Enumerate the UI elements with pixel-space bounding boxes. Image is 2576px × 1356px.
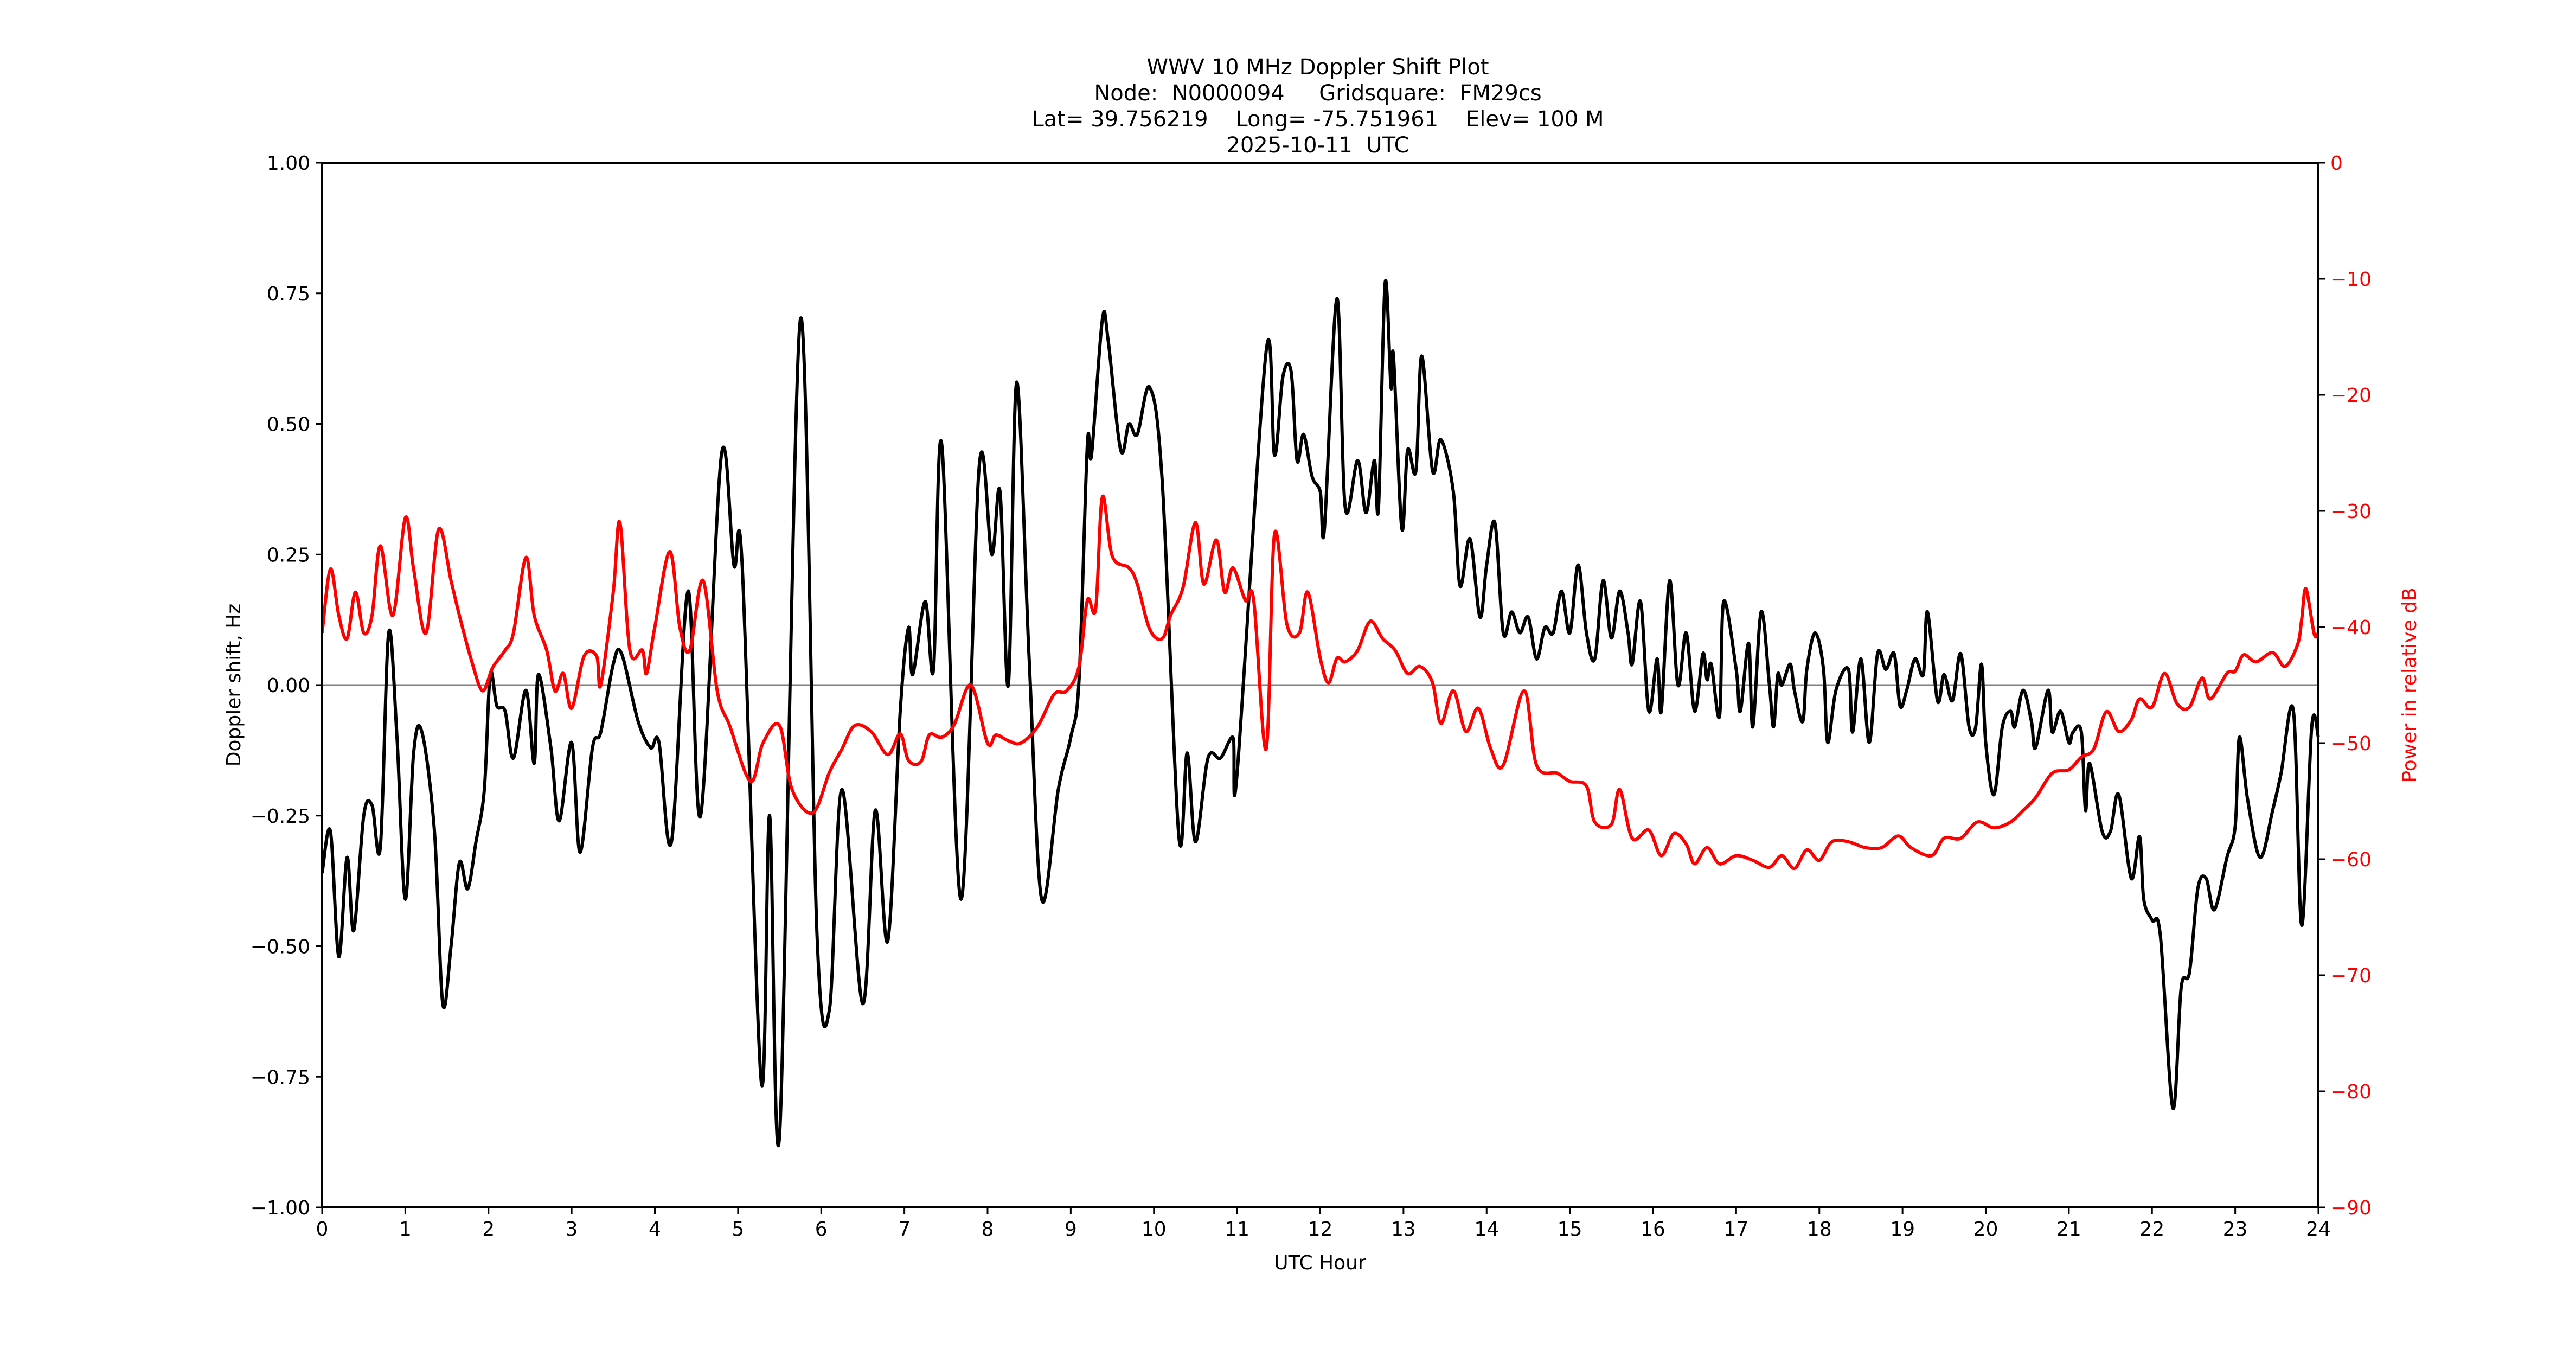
right-y-tick-label: −70 <box>2330 965 2372 987</box>
x-tick-label: 18 <box>1807 1218 1832 1240</box>
left-y-tick-label: 0.50 <box>267 414 310 436</box>
x-tick-label: 2 <box>482 1218 495 1240</box>
title-line-3: Lat= 39.756219 Long= -75.751961 Elev= 10… <box>1031 107 1604 132</box>
x-tick-label: 14 <box>1474 1218 1499 1240</box>
x-tick-label: 19 <box>1890 1218 1915 1240</box>
right-y-tick-label: −90 <box>2330 1197 2372 1219</box>
x-tick-label: 8 <box>982 1218 994 1240</box>
x-tick-label: 24 <box>2306 1218 2331 1240</box>
x-tick-label: 10 <box>1142 1218 1167 1240</box>
x-tick-label: 21 <box>2056 1218 2081 1240</box>
x-tick-label: 9 <box>1065 1218 1077 1240</box>
doppler-line <box>321 279 2320 1148</box>
title-line-4: 2025-10-11 UTC <box>1226 133 1409 158</box>
x-tick-label: 23 <box>2223 1218 2248 1240</box>
x-tick-label: 16 <box>1641 1218 1665 1240</box>
right-y-tick-label: −10 <box>2330 268 2372 291</box>
x-tick-label: 0 <box>316 1218 329 1240</box>
left-y-axis-ticks: 1.00 0.75 0.50 0.25 0.00 −0.25 −0.50 −0.75 −1.00 <box>251 152 322 1219</box>
x-tick-label: 5 <box>732 1218 744 1240</box>
right-y-axis-ticks: 0 −10 −20 −30 −40 −50 −60 −70 −80 −90 <box>2318 152 2372 1219</box>
right-y-tick-label: −60 <box>2330 849 2372 871</box>
x-tick-label: 7 <box>898 1218 911 1240</box>
left-y-tick-label: 0.25 <box>267 544 310 566</box>
x-tick-label: 13 <box>1391 1218 1416 1240</box>
data-series <box>321 279 2320 1148</box>
chart-title: WWV 10 MHz Doppler Shift Plot Node: N000… <box>0 54 2576 158</box>
right-y-tick-label: −50 <box>2330 733 2372 755</box>
right-y-tick-label: 0 <box>2330 152 2343 175</box>
x-tick-label: 22 <box>2139 1218 2164 1240</box>
left-y-tick-label: 1.00 <box>267 152 310 175</box>
x-tick-label: 15 <box>1558 1218 1582 1240</box>
left-y-tick-label: −0.75 <box>251 1066 310 1089</box>
x-tick-label: 3 <box>566 1218 578 1240</box>
x-tick-label: 12 <box>1308 1218 1333 1240</box>
title-line-1: WWV 10 MHz Doppler Shift Plot <box>1146 55 1489 80</box>
right-y-tick-label: −30 <box>2330 501 2372 523</box>
left-y-tick-label: 0.75 <box>267 283 310 305</box>
right-y-axis-label: Power in relative dB <box>2399 587 2421 782</box>
x-axis-label: UTC Hour <box>1274 1252 1366 1274</box>
x-tick-label: 4 <box>649 1218 661 1240</box>
x-tick-label: 20 <box>1973 1218 1998 1240</box>
title-line-2: Node: N0000094 Gridsquare: FM29cs <box>1094 81 1542 106</box>
left-y-axis-label: Doppler shift, Hz <box>223 604 245 766</box>
left-y-tick-label: −1.00 <box>251 1197 310 1219</box>
left-y-tick-label: −0.50 <box>251 936 310 958</box>
x-tick-label: 17 <box>1723 1218 1748 1240</box>
right-y-tick-label: −80 <box>2330 1081 2372 1103</box>
right-y-tick-label: −40 <box>2330 617 2372 639</box>
power-line <box>321 494 2320 871</box>
x-tick-label: 6 <box>815 1218 828 1240</box>
x-tick-label: 1 <box>399 1218 412 1240</box>
left-y-tick-label: 0.00 <box>267 675 310 697</box>
right-y-tick-label: −20 <box>2330 385 2372 407</box>
x-axis-ticks: 0 1 2 3 4 5 6 7 8 9 10 11 12 13 14 15 16 17 18 19 20 21 22 23 24 <box>316 1207 2331 1240</box>
x-tick-label: 11 <box>1225 1218 1249 1240</box>
left-y-tick-label: −0.25 <box>251 805 310 828</box>
